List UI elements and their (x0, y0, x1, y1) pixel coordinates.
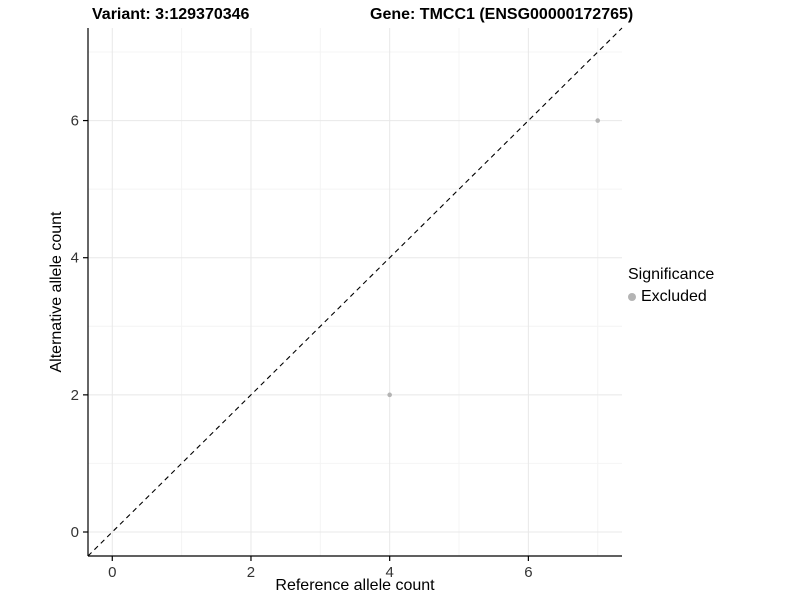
y-tick-label: 4 (71, 250, 79, 267)
identity-dashed-line (87, 27, 623, 557)
legend-title: Significance (628, 266, 715, 283)
legend: Significance Excluded (628, 266, 714, 306)
legend-item-label: Excluded (641, 288, 707, 305)
data-point (595, 118, 601, 123)
x-tick-label: 2 (247, 564, 255, 581)
data-point (387, 392, 392, 398)
x-tick-label: 4 (386, 564, 394, 581)
y-tick-label: 0 (71, 524, 79, 541)
legend-point-swatch (628, 293, 636, 301)
y-tick-label: 2 (71, 387, 79, 404)
plot-title-variant: Variant: 3:129370346 (92, 6, 250, 23)
legend-item-excluded: Excluded (628, 288, 714, 306)
plot-title-gene: Gene: TMCC1 (ENSG00000172765) (370, 6, 634, 23)
x-axis-title: Reference allele count (275, 577, 435, 594)
x-tick-label: 6 (524, 564, 532, 581)
y-tick-label: 6 (71, 113, 79, 130)
x-tick-label: 0 (108, 564, 116, 581)
y-axis-title: Alternative allele count (48, 211, 65, 373)
